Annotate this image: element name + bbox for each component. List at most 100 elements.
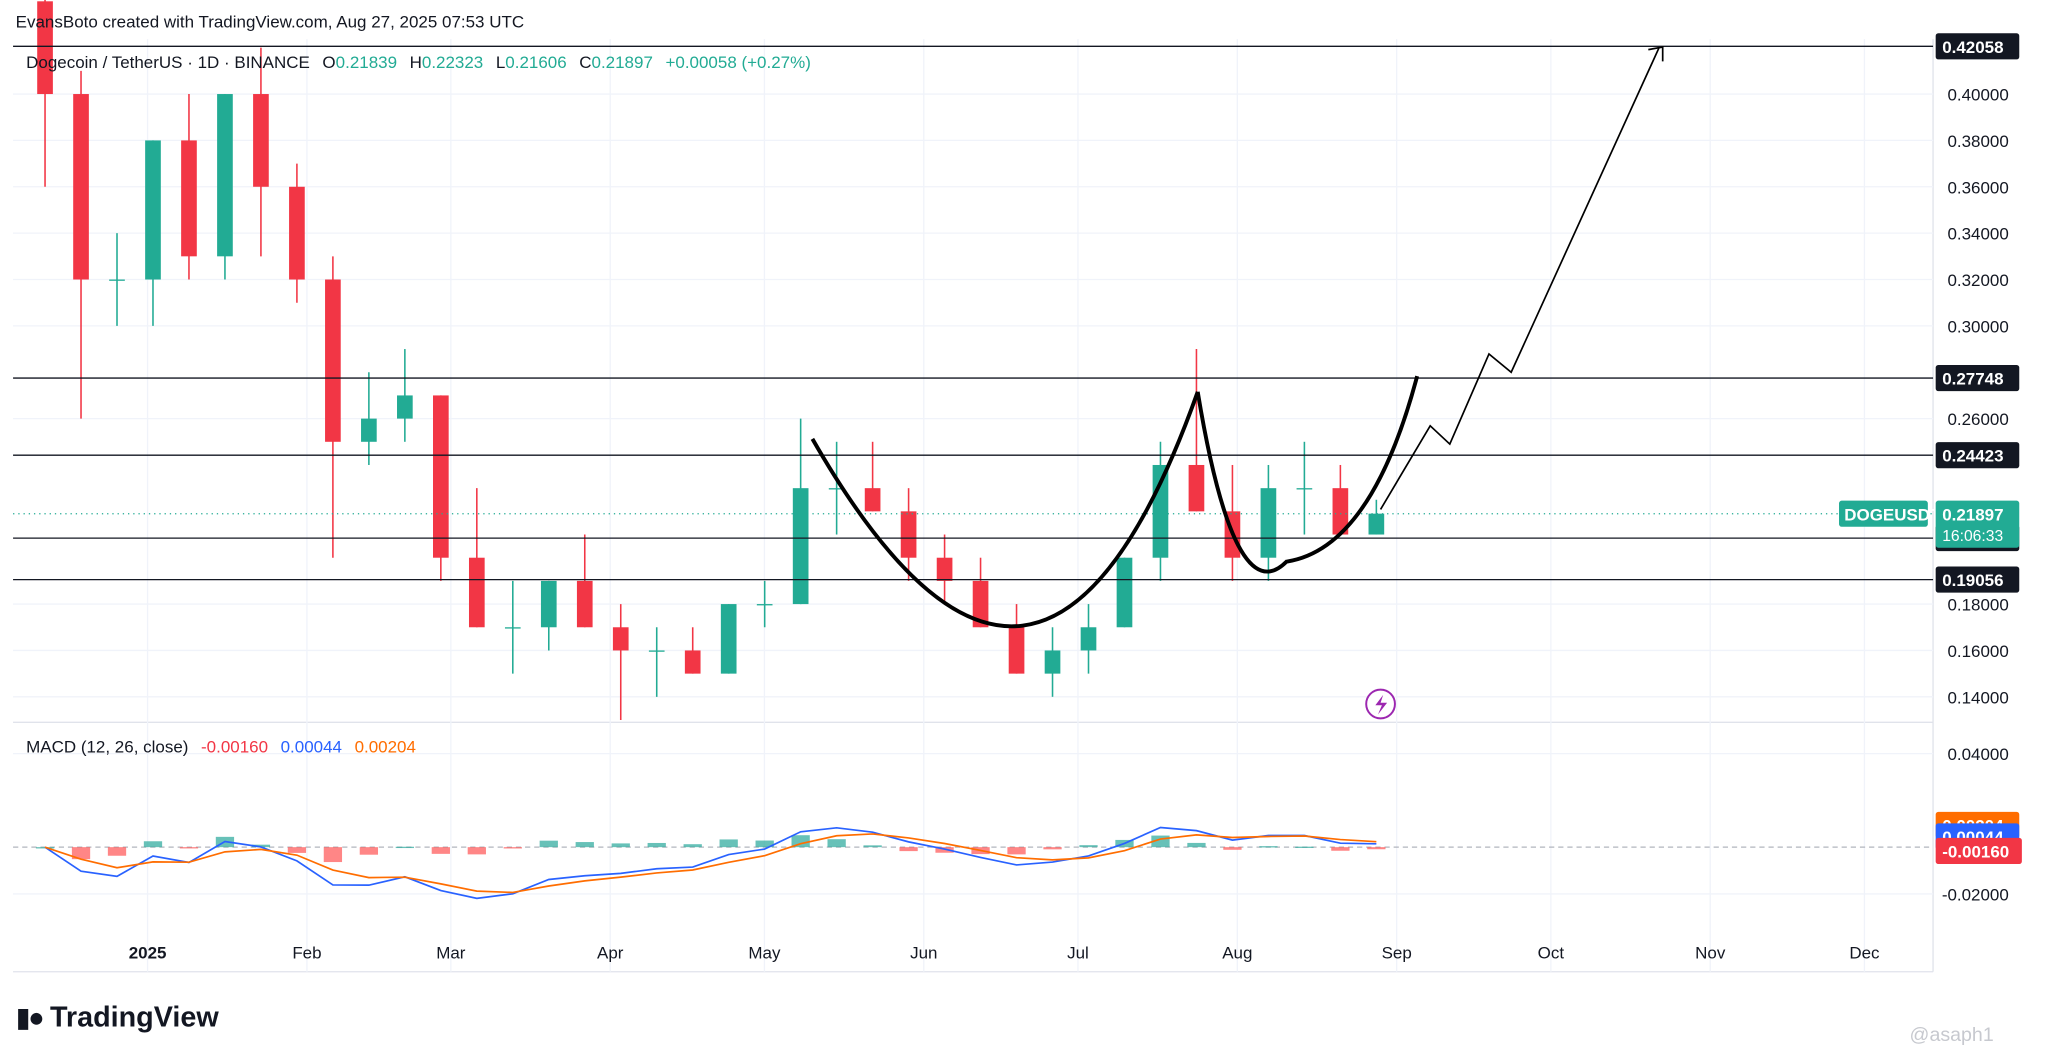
candle-body [1044, 650, 1061, 674]
signal-line [44, 833, 1377, 894]
candle-body [181, 140, 197, 257]
candle-body [1188, 464, 1205, 512]
time-axis-label: 2025 [129, 944, 167, 963]
macd-hist-bar [1079, 845, 1098, 848]
macd-hist-bar [575, 842, 594, 848]
change-value: +0.00058 (+0.27%) [665, 52, 811, 72]
candle-body [864, 488, 881, 512]
candle-body [109, 279, 125, 281]
macd-line [44, 826, 1377, 900]
price-tick-label: 0.38000 [1947, 132, 2008, 151]
price-tick-label: 0.16000 [1947, 642, 2008, 661]
macd-hist-bar [647, 842, 666, 848]
candle-body [397, 395, 413, 419]
price-tick-label: 0.14000 [1947, 688, 2008, 707]
macd-hist-bar [1295, 846, 1314, 848]
low-label: L [495, 52, 506, 72]
candle-body [720, 604, 737, 674]
candle-body [1296, 488, 1313, 490]
lightning-icon [1365, 688, 1396, 720]
macd-hist-bar [503, 847, 522, 849]
candles [37, 0, 1385, 720]
price-tick-label: 0.18000 [1947, 596, 2008, 615]
candle-body [540, 580, 557, 628]
countdown-text: 16:06:33 [1942, 528, 2003, 545]
candle-body [1368, 513, 1385, 535]
candle-body [756, 604, 773, 606]
symbol-tag-bg [1839, 500, 1928, 527]
candle-body [37, 1, 53, 95]
price-tick-label: 0.36000 [1947, 178, 2008, 197]
macd-hist-bar [71, 847, 91, 860]
close-value: 0.21897 [591, 52, 653, 72]
time-axis-label: Oct [1538, 944, 1565, 963]
macd-hist-bar [1367, 847, 1386, 850]
grid-lines [13, 39, 1934, 972]
high-value: 0.22323 [421, 52, 484, 72]
candle-body [828, 488, 845, 490]
candle-body [1260, 488, 1277, 558]
candle-body [468, 557, 485, 628]
time-axis-label: Mar [436, 944, 466, 963]
price-tick-label: 0.40000 [1947, 86, 2008, 105]
macd-tick-label: -0.02000 [1942, 885, 2009, 904]
macd-hist-bar [755, 840, 774, 848]
candle-body [1116, 557, 1133, 628]
macd-hist-bar [467, 847, 486, 855]
price-tick-label: 0.30000 [1947, 317, 2008, 336]
lightning-bolt [1375, 694, 1388, 715]
time-axis-label: Sep [1382, 944, 1412, 963]
candle-body [792, 488, 809, 605]
open-value: 0.21839 [335, 52, 398, 72]
candle-body [972, 580, 989, 628]
macd-hist-bar [143, 841, 163, 848]
level-tag-text: 0.42058 [1942, 38, 2003, 57]
macd-hist-bar [395, 846, 414, 849]
macd-hist-bar [1223, 847, 1242, 850]
macd-hist-bar [611, 843, 630, 848]
low-value: 0.21606 [505, 52, 567, 72]
time-axis-label: Aug [1222, 944, 1252, 963]
last-price-text: 0.21897 [1942, 505, 2003, 524]
macd-hist-bar [683, 844, 702, 848]
macd-hist-bar [1043, 847, 1062, 850]
projection-line [1379, 47, 1660, 510]
level-tag: 0.42058 [1935, 33, 2020, 60]
macd-hist-bar [899, 847, 918, 852]
macd-hist-bar [359, 847, 379, 855]
candle-body [145, 140, 161, 280]
macd-histogram [35, 835, 1386, 863]
watermark: @asaph1 [1909, 1023, 1994, 1047]
tradingview-logo[interactable]: ▮● TradingView [16, 1000, 219, 1034]
macd-hist-bar [251, 844, 271, 848]
price-tick-label: 0.26000 [1947, 410, 2008, 429]
macd-hist-bar [791, 835, 810, 848]
projection-path [1379, 46, 1664, 510]
macd-title[interactable]: MACD (12, 26, close) [26, 736, 189, 757]
arrow-icon [1648, 46, 1664, 62]
candle-body [361, 418, 377, 442]
handle-curve [1195, 375, 1420, 574]
time-axis-label: Apr [597, 944, 624, 963]
macd-hist-value: -0.00160 [200, 736, 269, 757]
macd-line-value: 0.00044 [280, 736, 342, 757]
time-axis-label: Dec [1849, 944, 1880, 963]
symbol-tag-text: DOGEUSDT [1844, 505, 1941, 524]
symbol-title[interactable]: Dogecoin / TetherUS · 1D · BINANCE [26, 52, 310, 72]
time-axis-label: Jul [1067, 944, 1089, 963]
level-tag-bg [1935, 33, 2020, 60]
candle-body [289, 186, 305, 280]
candle-body [433, 395, 449, 558]
candle-body [1332, 488, 1349, 535]
macd-hist-bar [827, 839, 846, 848]
level-tag: 0.19056 [1935, 566, 2020, 593]
macd-hist-bar [1151, 835, 1170, 848]
close-label: C [579, 52, 592, 72]
time-axis-label: Feb [292, 944, 321, 963]
time-axis-label: Nov [1695, 944, 1726, 963]
chart-credit: EvansBoto created with TradingView.com, … [15, 11, 525, 32]
candle-body [612, 627, 629, 651]
macd-hist-bar [1187, 842, 1206, 848]
